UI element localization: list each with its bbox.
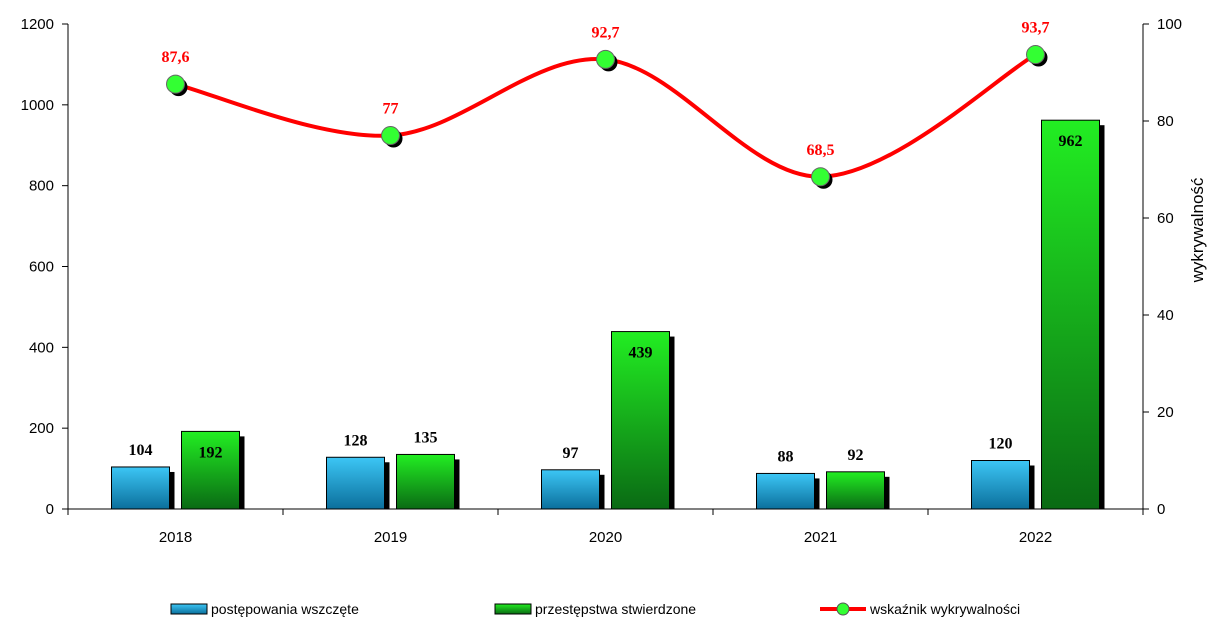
y-tick-label: 1000 bbox=[21, 97, 54, 114]
y2-tick-label: 0 bbox=[1157, 501, 1165, 518]
line-point-label: 87,6 bbox=[162, 49, 190, 66]
legend-item-postepowania[interactable]: postępowania wszczęte bbox=[170, 601, 359, 617]
x-axis-ticks: 2018 2019 2020 2021 2022 bbox=[67, 509, 1144, 546]
y-tick-label: 0 bbox=[46, 501, 54, 518]
x-tick-label: 2019 bbox=[374, 529, 407, 546]
line-point[interactable] bbox=[811, 167, 830, 187]
bars: 104 192 128 135 97 439 88 92 120 962 bbox=[111, 119, 1105, 510]
line-point-label: 93,7 bbox=[1022, 20, 1050, 37]
bar-przestepstwa[interactable] bbox=[611, 331, 670, 510]
y2-axis-ticks: 0 20 40 60 80 100 bbox=[1143, 16, 1182, 518]
bar-przestepstwa-label: 192 bbox=[199, 444, 223, 461]
y2-tick-label: 100 bbox=[1157, 16, 1182, 33]
line-point[interactable] bbox=[166, 74, 185, 94]
y2-tick-label: 20 bbox=[1157, 404, 1174, 421]
bar-postepowania-label: 97 bbox=[563, 445, 579, 462]
y2-tick-label: 60 bbox=[1157, 210, 1174, 227]
legend-marker-green bbox=[836, 602, 850, 616]
bar-postepowania[interactable] bbox=[326, 456, 385, 510]
y-tick-label: 600 bbox=[29, 259, 54, 276]
bar-postepowania-label: 128 bbox=[344, 432, 368, 449]
line-series: 87,6 77 92,7 68,5 93,7 bbox=[162, 20, 1050, 189]
legend-swatch-green bbox=[494, 603, 532, 615]
legend-label-przestepstwa: przestępstwa stwierdzone bbox=[535, 601, 696, 617]
y-tick-label: 1200 bbox=[21, 16, 54, 33]
y-tick-label: 800 bbox=[29, 178, 54, 195]
legend-label-wskaznik: wskaźnik wykrywalności bbox=[869, 601, 1020, 617]
bar-postepowania[interactable] bbox=[111, 466, 170, 510]
bar-przestepstwa-label: 135 bbox=[414, 429, 438, 446]
y2-tick-label: 80 bbox=[1157, 113, 1174, 130]
line-point[interactable] bbox=[1026, 45, 1045, 65]
legend-item-wskaznik[interactable]: wskaźnik wykrywalności bbox=[820, 601, 1020, 617]
x-tick-label: 2020 bbox=[589, 529, 622, 546]
bar-postepowania-label: 88 bbox=[778, 448, 794, 465]
legend-item-przestepstwa[interactable]: przestępstwa stwierdzone bbox=[494, 601, 696, 617]
x-tick-label: 2018 bbox=[159, 529, 192, 546]
y-axis-ticks: 0 200 400 600 800 1000 1200 bbox=[21, 16, 68, 518]
y2-tick-label: 40 bbox=[1157, 307, 1174, 324]
x-tick-label: 2021 bbox=[804, 529, 837, 546]
line-point[interactable] bbox=[381, 126, 400, 146]
bar-przestepstwa-label: 439 bbox=[629, 345, 653, 362]
bar-postepowania-label: 120 bbox=[989, 436, 1013, 453]
line-point-label: 92,7 bbox=[592, 24, 620, 41]
bar-przestepstwa-label: 962 bbox=[1059, 133, 1083, 150]
bar-przestepstwa[interactable] bbox=[181, 430, 240, 510]
line-point-label: 77 bbox=[383, 101, 399, 118]
bar-przestepstwa[interactable] bbox=[1041, 119, 1100, 510]
line-wskaznik bbox=[175, 52, 1037, 179]
bar-przestepstwa[interactable] bbox=[396, 453, 455, 510]
y-tick-label: 400 bbox=[29, 339, 54, 356]
bar-postepowania[interactable] bbox=[541, 469, 600, 510]
y2-axis-title: wykrywalność bbox=[1188, 177, 1207, 283]
legend-swatch-blue bbox=[170, 603, 208, 615]
bar-przestepstwa[interactable] bbox=[826, 471, 885, 510]
x-tick-label: 2022 bbox=[1019, 529, 1052, 546]
bar-postepowania[interactable] bbox=[756, 472, 815, 510]
line-point[interactable] bbox=[596, 49, 615, 69]
legend: postępowania wszczęte przestępstwa stwie… bbox=[170, 601, 1020, 617]
bar-postepowania[interactable] bbox=[971, 460, 1030, 510]
bar-postepowania-label: 104 bbox=[129, 442, 153, 459]
legend-label-postepowania: postępowania wszczęte bbox=[211, 601, 359, 617]
line-point-label: 68,5 bbox=[807, 142, 835, 159]
y-tick-label: 200 bbox=[29, 420, 54, 437]
bar-przestepstwa-label: 92 bbox=[848, 447, 864, 464]
